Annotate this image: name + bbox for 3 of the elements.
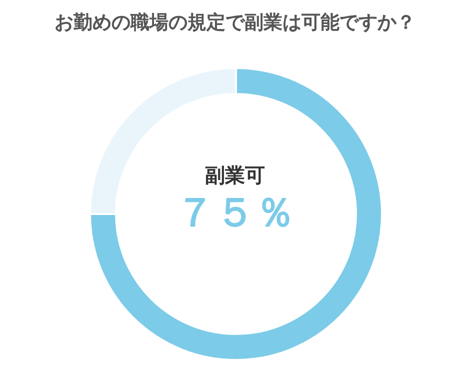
chart-title: お勤めの職場の規定で副業は可能ですか？ [54,12,416,34]
data-label: ７５％ [175,190,295,236]
slice-label: 副業可 [205,163,265,187]
